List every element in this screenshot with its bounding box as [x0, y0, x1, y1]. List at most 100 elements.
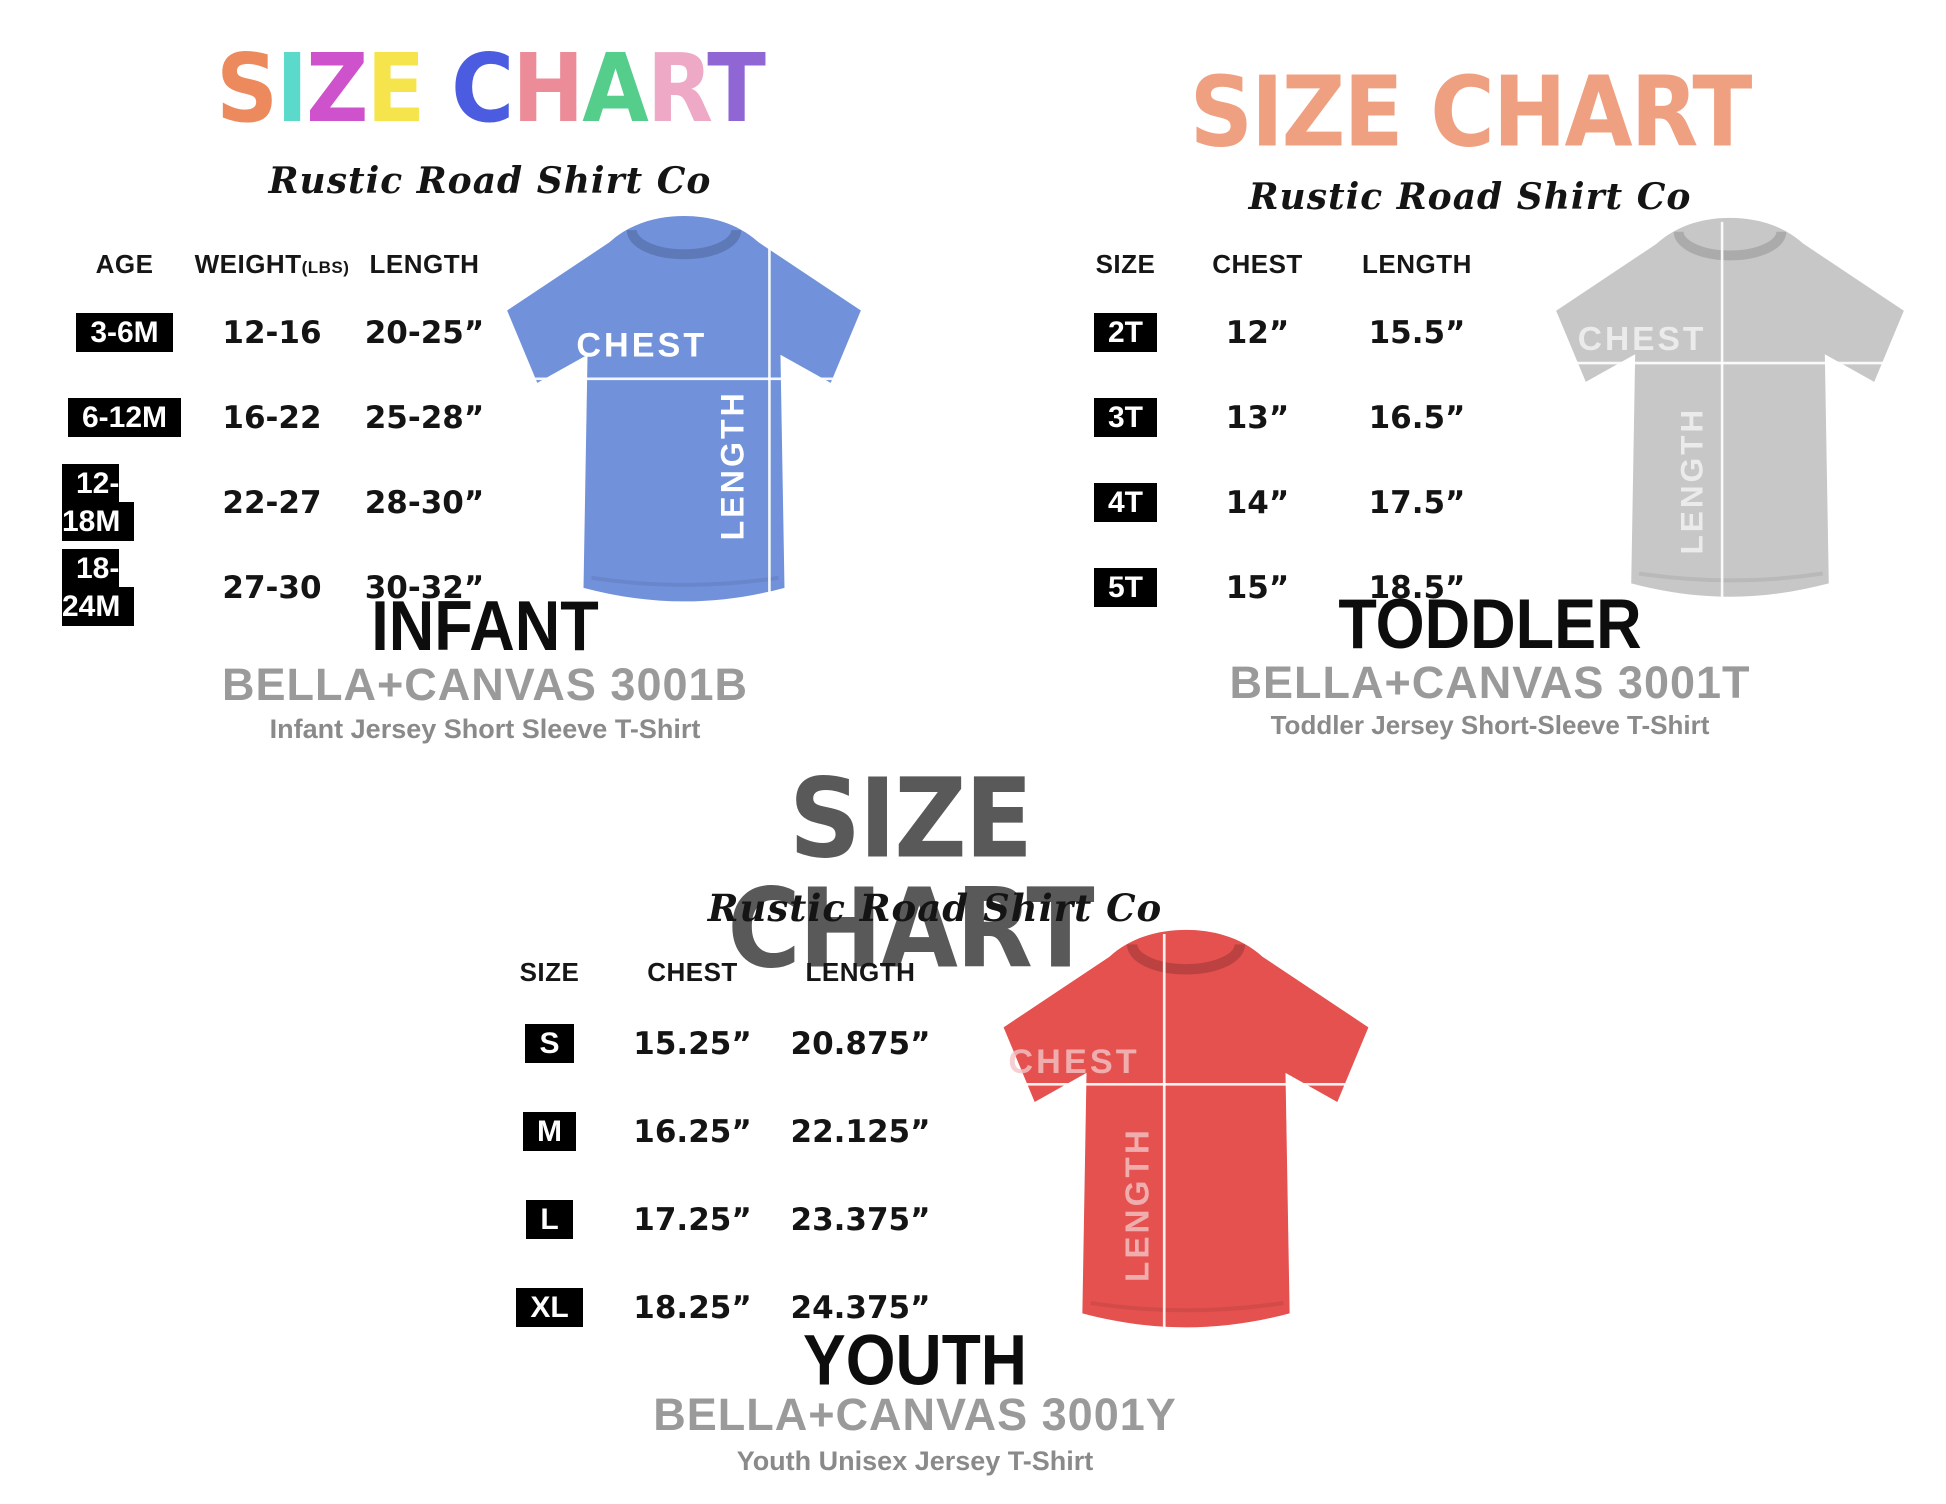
chest-label: CHEST: [1578, 321, 1707, 358]
table-cell: 25-28”: [364, 399, 485, 436]
column-header-age: AGE: [95, 248, 154, 279]
table-cell: L: [526, 1200, 573, 1240]
infant-size-table: AGE WEIGHT(LBS) LENGTH 3-6M 12-16 20-25”…: [62, 238, 492, 630]
title-letter: S: [216, 34, 278, 145]
title-letter: T: [707, 34, 766, 145]
column-header-length: LENGTH: [369, 248, 480, 279]
size-badge: S: [525, 1024, 574, 1064]
table-cell: 20.875”: [790, 1026, 931, 1062]
size-badge: XL: [516, 1288, 583, 1328]
length-label: LENGTH: [1673, 407, 1709, 555]
table-cell: 15.25”: [633, 1026, 752, 1062]
collar: [1673, 231, 1787, 261]
title-letter: I: [276, 34, 308, 145]
table-cell: 14”: [1225, 484, 1290, 521]
table-cell: 24.375”: [790, 1290, 931, 1326]
size-badge: 12-18M: [62, 464, 135, 541]
table-cell: 2T: [1093, 312, 1157, 352]
hem-seam: [1638, 571, 1824, 583]
table-cell: 18.5”: [1368, 569, 1466, 606]
youth-product-description: Youth Unisex Jersey T-Shirt: [736, 1446, 1094, 1476]
table-cell: 17.5”: [1368, 484, 1466, 521]
title-letter: A: [582, 34, 649, 145]
column-header-length: LENGTH: [1362, 248, 1472, 279]
infant-product-description: Infant Jersey Short Sleeve T-Shirt: [269, 714, 701, 744]
youth-shirt-photo: CHEST LENGTH: [1003, 929, 1381, 1333]
infant-product-name: BELLA+CANVAS 3001B: [221, 659, 749, 710]
hem-seam: [591, 575, 779, 587]
chest-label: CHEST: [576, 327, 707, 365]
table-cell: 6-12M: [67, 397, 182, 437]
column-header-size: SIZE: [519, 957, 580, 987]
table-cell: S: [525, 1024, 574, 1064]
youth-section-heading: YOUTH: [803, 1319, 1027, 1401]
toddler-shirt-photo: CHEST LENGTH: [1556, 217, 1916, 602]
infant-brand-script: Rustic Road Shirt Co: [268, 160, 712, 202]
table-cell: 15”: [1225, 569, 1290, 606]
youth-size-table: SIZE CHEST LENGTH S 15.25” 20.875” M 16.…: [492, 945, 943, 1352]
table-cell: 3-6M: [76, 312, 173, 352]
table-cell: 20-25”: [364, 314, 485, 351]
table-cell: 5T: [1093, 567, 1157, 607]
collar: [1126, 943, 1246, 975]
title-letter: R: [646, 34, 709, 145]
table-cell: 16.25”: [633, 1114, 752, 1150]
column-header-weight: WEIGHT(LBS): [195, 249, 350, 280]
size-badge: 6-12M: [67, 397, 182, 437]
title-letter: H: [512, 34, 584, 145]
title-letter: C: [451, 34, 514, 145]
table-cell: 16.5”: [1368, 399, 1466, 436]
table-cell: 15.5”: [1368, 314, 1466, 351]
table-cell: 27-30: [222, 569, 322, 606]
table-cell: 18.25”: [633, 1290, 752, 1326]
table-cell: XL: [516, 1288, 583, 1328]
column-header-weight-unit: (LBS): [301, 257, 350, 277]
title-letter: Z: [306, 34, 368, 145]
table-cell: 12”: [1225, 314, 1290, 351]
table-cell: 12-16: [222, 314, 322, 351]
infant-shirt-photo: CHEST LENGTH: [507, 216, 873, 606]
table-cell: M: [523, 1112, 576, 1152]
table-cell: 23.375”: [790, 1202, 931, 1238]
size-badge: 4T: [1093, 482, 1157, 522]
table-cell: 22-27: [222, 484, 322, 521]
column-header-chest: CHEST: [647, 957, 738, 987]
length-label: LENGTH: [714, 390, 750, 540]
toddler-size-table: SIZE CHEST LENGTH 2T 12” 15.5” 3T 13” 16…: [1078, 238, 1492, 630]
youth-size-chart-title: SIZE CHART: [727, 754, 1094, 993]
table-cell: 16-22: [222, 399, 322, 436]
length-label: LENGTH: [1120, 1127, 1157, 1282]
size-badge: 5T: [1093, 567, 1157, 607]
toddler-size-chart-title: SIZE CHART: [1189, 55, 1753, 169]
table-cell: 4T: [1093, 482, 1157, 522]
infant-section-heading: INFANT: [371, 587, 599, 666]
table-cell: 28-30”: [364, 484, 485, 521]
table-cell: 22.125”: [790, 1114, 931, 1150]
size-badge: 18-24M: [62, 549, 135, 626]
infant-size-chart-title: SIZE CHART: [170, 42, 810, 137]
chest-label: CHEST: [1008, 1043, 1139, 1081]
table-cell: 17.25”: [633, 1202, 752, 1238]
table-cell: 12-18M: [62, 464, 187, 541]
column-header-chest: CHEST: [1212, 248, 1303, 279]
tshirt-shape: [1556, 217, 1904, 597]
size-badge: 3-6M: [76, 312, 173, 352]
hem-seam: [1090, 1300, 1284, 1313]
size-badge: 2T: [1093, 312, 1157, 352]
table-cell: 13”: [1225, 399, 1290, 436]
title-letter: [423, 34, 451, 144]
column-header-size: SIZE: [1095, 248, 1156, 279]
title-letter: E: [366, 34, 425, 145]
column-header-length: LENGTH: [805, 957, 916, 987]
table-cell: 30-32”: [364, 569, 485, 606]
toddler-product-name: BELLA+CANVAS 3001T: [1229, 657, 1751, 708]
size-badge: M: [523, 1112, 576, 1152]
youth-brand-script: Rustic Road Shirt Co: [707, 886, 1163, 930]
size-badge: 3T: [1093, 397, 1157, 437]
youth-product-name: BELLA+CANVAS 3001Y: [653, 1389, 1177, 1440]
tshirt-shape: [507, 216, 861, 602]
tshirt-shape: [1003, 929, 1369, 1328]
column-header-weight-text: WEIGHT: [194, 248, 302, 279]
table-cell: 3T: [1093, 397, 1157, 437]
